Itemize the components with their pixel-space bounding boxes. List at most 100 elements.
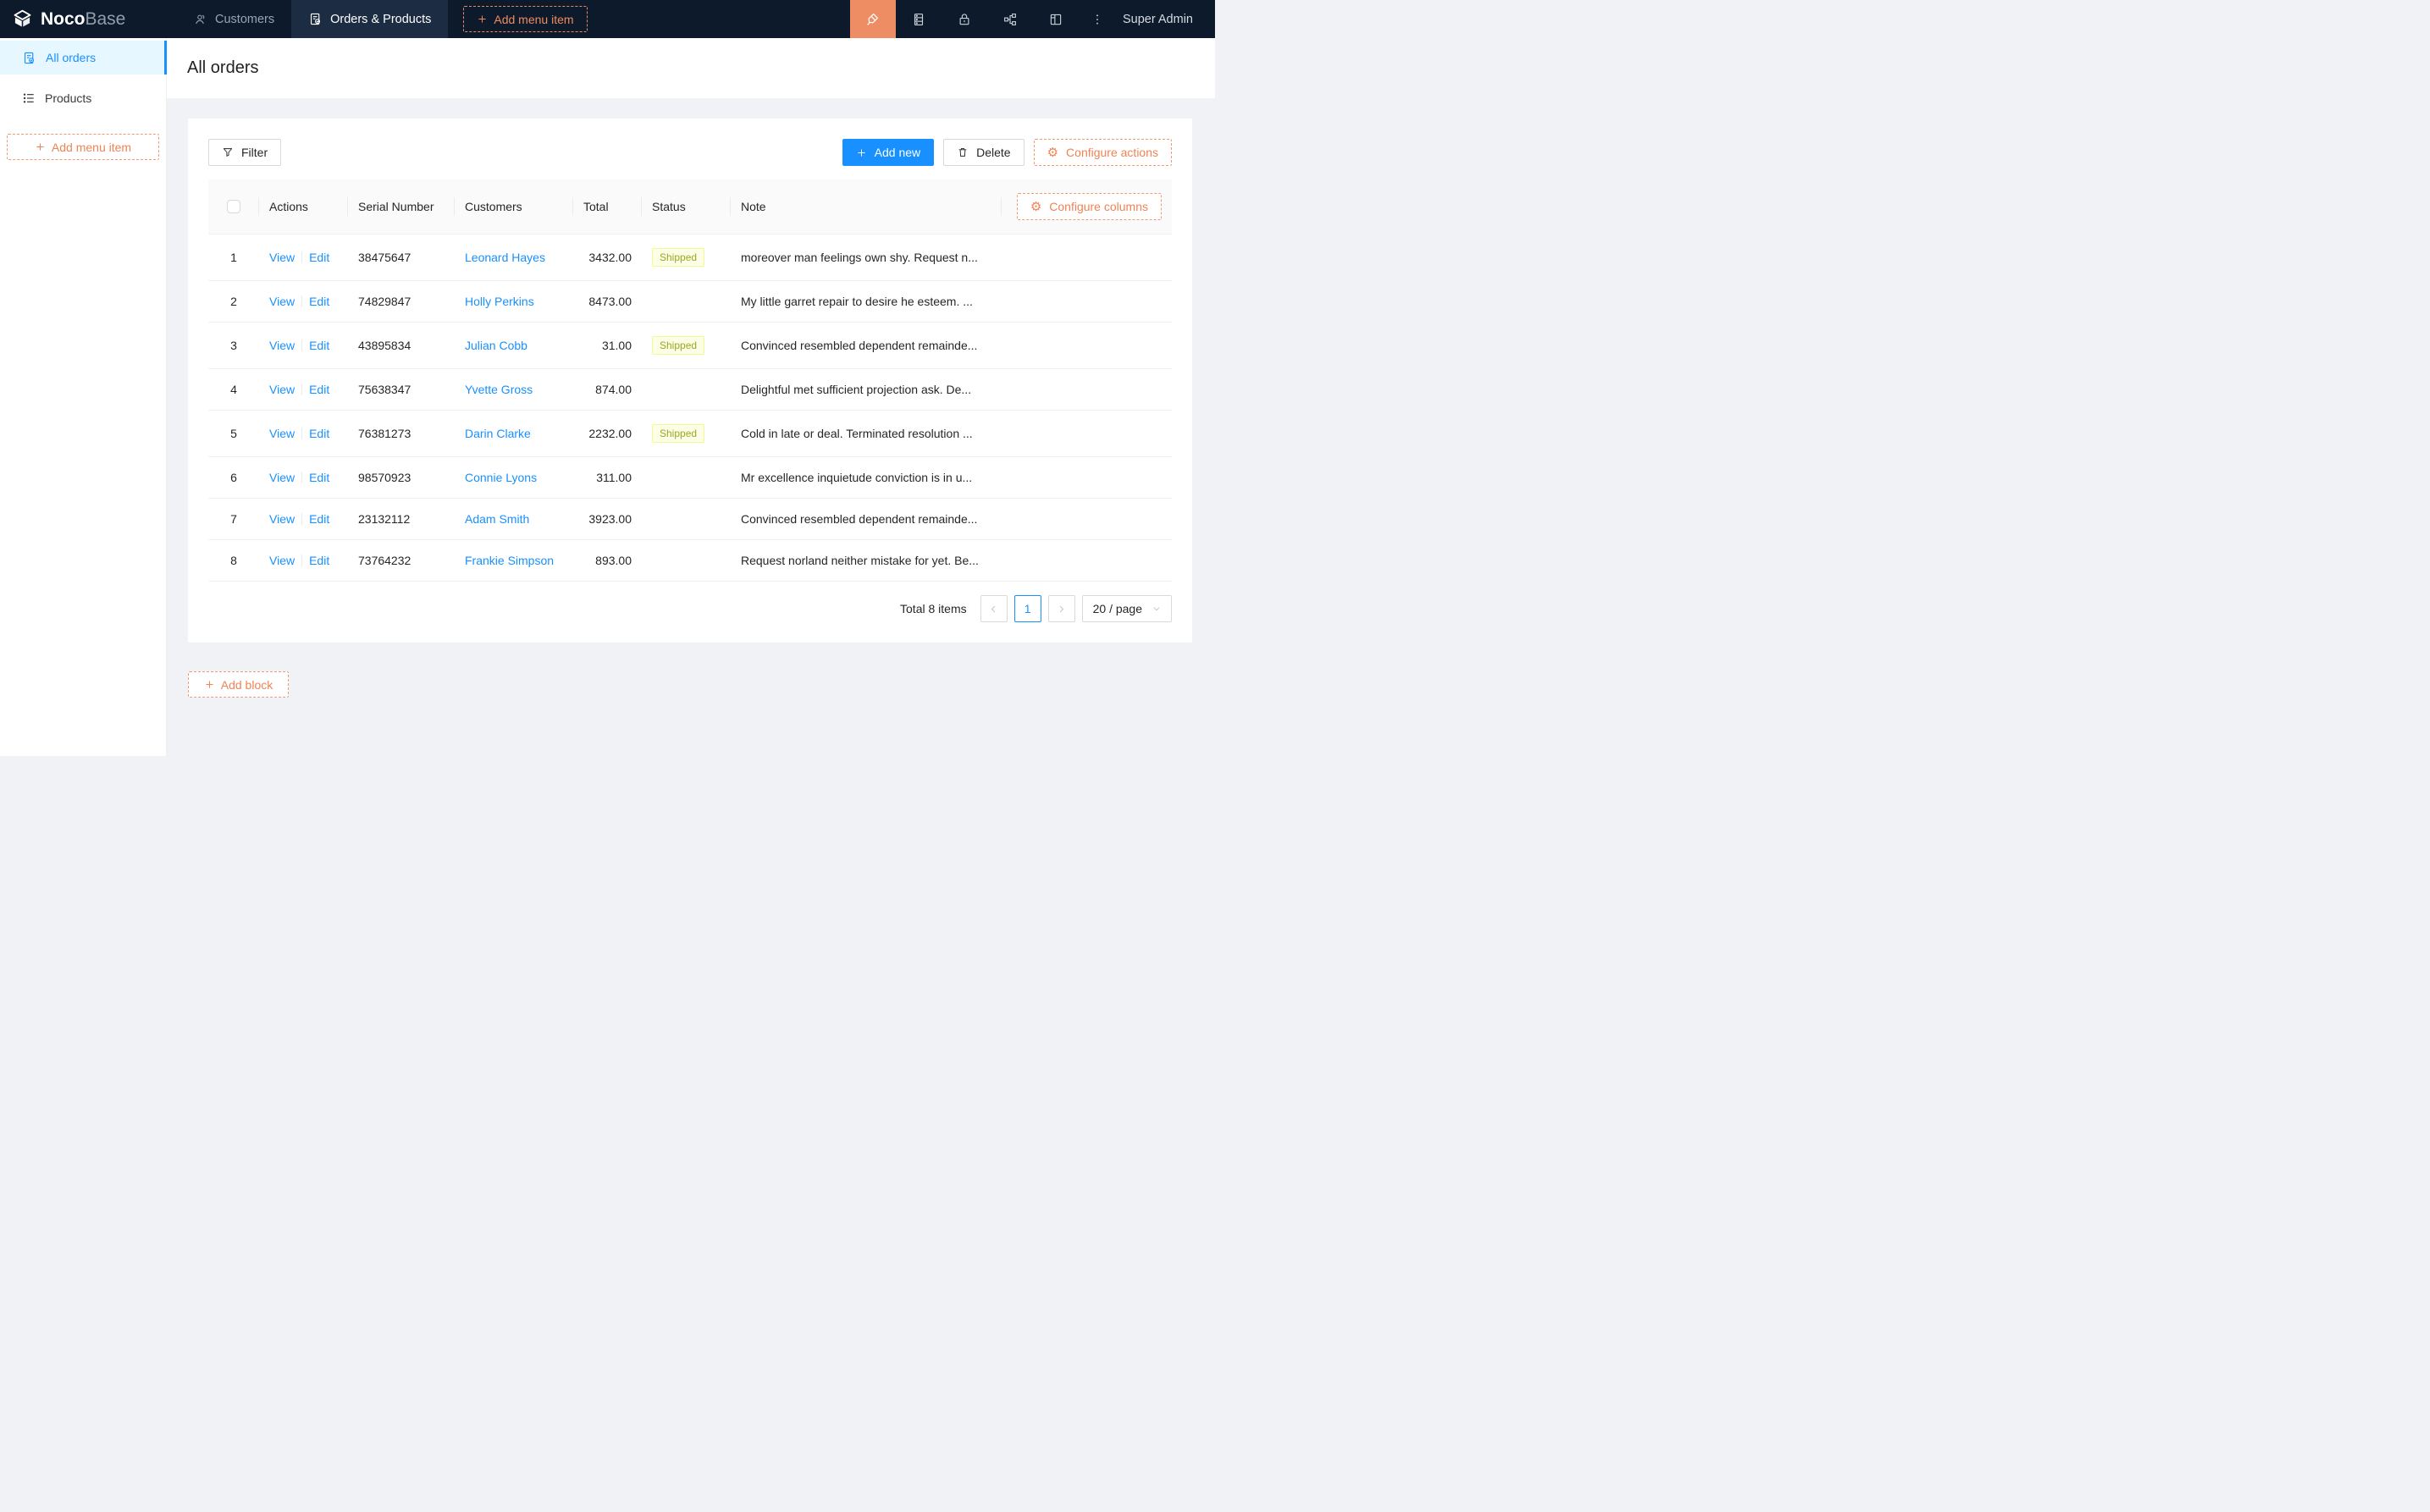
sidebar-add-menu-item-label: Add menu item xyxy=(52,141,131,154)
customer-link[interactable]: Connie Lyons xyxy=(465,471,537,484)
page-size-select[interactable]: 20 / page xyxy=(1082,595,1172,622)
customer-link[interactable]: Holly Perkins xyxy=(465,295,534,308)
view-link[interactable]: View xyxy=(269,295,295,308)
row-actions-cell: View Edit xyxy=(259,369,348,411)
total-cell: 8473.00 xyxy=(573,281,642,323)
row-actions-cell: View Edit xyxy=(259,235,348,281)
workflow-icon xyxy=(1002,12,1018,27)
filter-button-label: Filter xyxy=(241,146,268,159)
navbar-right: Super Admin xyxy=(850,0,1215,38)
customer-link[interactable]: Darin Clarke xyxy=(465,427,531,440)
status-cell xyxy=(642,457,731,499)
configure-actions-button[interactable]: ⚙ Configure actions xyxy=(1034,139,1172,166)
row-actions-cell: View Edit xyxy=(259,411,348,457)
more-icon xyxy=(1091,13,1104,26)
sidebar-add-menu-item-button[interactable]: Add menu item xyxy=(7,134,159,160)
chevron-right-icon xyxy=(1057,604,1066,614)
view-link[interactable]: View xyxy=(269,251,295,264)
row-actions-cell: View Edit xyxy=(259,281,348,323)
plugin-settings-button[interactable] xyxy=(1033,0,1079,38)
serial-number-cell: 73764232 xyxy=(348,540,455,582)
action-divider xyxy=(301,295,302,307)
chevron-down-icon xyxy=(1152,604,1161,613)
view-link[interactable]: View xyxy=(269,339,295,352)
filter-icon xyxy=(222,146,234,158)
row-index-cell[interactable]: 3 xyxy=(208,323,259,369)
customer-link[interactable]: Adam Smith xyxy=(465,512,529,526)
delete-button[interactable]: Delete xyxy=(943,139,1024,166)
total-cell: 31.00 xyxy=(573,323,642,369)
view-link[interactable]: View xyxy=(269,383,295,396)
column-header-actions: Actions xyxy=(259,179,348,235)
nav-tab-orders-products[interactable]: Orders & Products xyxy=(291,0,448,38)
previous-page-button[interactable] xyxy=(980,595,1008,622)
edit-link[interactable]: Edit xyxy=(309,383,329,396)
brand-text: NocoBase xyxy=(41,10,125,28)
view-link[interactable]: View xyxy=(269,427,295,440)
ui-editor-button[interactable] xyxy=(850,0,896,38)
customer-link[interactable]: Leonard Hayes xyxy=(465,251,545,264)
column-header-total: Total xyxy=(573,179,642,235)
row-index-cell[interactable]: 1 xyxy=(208,235,259,281)
row-index-cell[interactable]: 6 xyxy=(208,457,259,499)
customer-cell: Holly Perkins xyxy=(455,281,573,323)
row-index-cell[interactable]: 8 xyxy=(208,540,259,582)
permissions-button[interactable] xyxy=(942,0,987,38)
list-icon xyxy=(22,91,36,105)
row-index-cell[interactable]: 2 xyxy=(208,281,259,323)
total-cell: 893.00 xyxy=(573,540,642,582)
edit-link[interactable]: Edit xyxy=(309,339,329,352)
serial-number-cell: 43895834 xyxy=(348,323,455,369)
view-link[interactable]: View xyxy=(269,471,295,484)
page-header: All orders xyxy=(167,38,1215,98)
nav-tab-customers[interactable]: Customers xyxy=(177,0,291,38)
nav-add-menu-item-button[interactable]: Add menu item xyxy=(463,6,587,32)
edit-link[interactable]: Edit xyxy=(309,554,329,567)
nocobase-logo[interactable]: NocoBase xyxy=(0,0,167,38)
next-page-button[interactable] xyxy=(1048,595,1075,622)
note-cell: moreover man feelings own shy. Request n… xyxy=(731,235,1172,281)
sidebar-item-all-orders[interactable]: All orders xyxy=(0,41,166,74)
plus-icon xyxy=(477,14,488,25)
row-index-cell[interactable]: 5 xyxy=(208,411,259,457)
note-cell: Convinced resembled dependent remainde..… xyxy=(731,499,1172,540)
nav-tabs: Customers Orders & Products xyxy=(177,0,448,38)
status-cell: Shipped xyxy=(642,235,731,281)
view-link[interactable]: View xyxy=(269,554,295,567)
row-index-cell[interactable]: 7 xyxy=(208,499,259,540)
add-new-button[interactable]: Add new xyxy=(842,139,934,166)
edit-link[interactable]: Edit xyxy=(309,471,329,484)
edit-link[interactable]: Edit xyxy=(309,427,329,440)
status-cell xyxy=(642,499,731,540)
view-link[interactable]: View xyxy=(269,512,295,526)
orders-table-body: 1 ViewEdit 38475647 Leonard Hayes 3432.0… xyxy=(208,235,1172,582)
workflow-button[interactable] xyxy=(987,0,1033,38)
customer-link[interactable]: Julian Cobb xyxy=(465,339,527,352)
select-all-checkbox[interactable] xyxy=(227,200,240,213)
total-cell: 2232.00 xyxy=(573,411,642,457)
server-icon xyxy=(911,12,926,27)
collections-button[interactable] xyxy=(896,0,942,38)
edit-link[interactable]: Edit xyxy=(309,512,329,526)
filter-button[interactable]: Filter xyxy=(208,139,281,166)
row-actions-cell: View Edit xyxy=(259,457,348,499)
user-name: Super Admin xyxy=(1123,13,1193,26)
nav-tab-label: Orders & Products xyxy=(330,13,431,26)
orders-table-block: Filter Add new Delete xyxy=(188,119,1192,643)
user-menu[interactable]: Super Admin xyxy=(1116,0,1215,38)
sidebar-item-products[interactable]: Products xyxy=(0,81,166,115)
customer-link[interactable]: Yvette Gross xyxy=(465,383,533,396)
more-button[interactable] xyxy=(1079,0,1116,38)
edit-link[interactable]: Edit xyxy=(309,251,329,264)
status-badge: Shipped xyxy=(652,424,704,443)
sidebar: All orders Products Add menu item xyxy=(0,38,167,756)
edit-link[interactable]: Edit xyxy=(309,295,329,308)
customer-link[interactable]: Frankie Simpson xyxy=(465,554,554,567)
total-cell: 3432.00 xyxy=(573,235,642,281)
table-row: 3 ViewEdit 43895834 Julian Cobb 31.00 Sh… xyxy=(208,323,1172,369)
table-row: 4 ViewEdit 75638347 Yvette Gross 874.00 … xyxy=(208,369,1172,411)
configure-columns-button[interactable]: ⚙ Configure columns xyxy=(1017,193,1162,220)
add-block-button[interactable]: Add block xyxy=(188,671,289,698)
row-index-cell[interactable]: 4 xyxy=(208,369,259,411)
page-number-button[interactable]: 1 xyxy=(1014,595,1041,622)
